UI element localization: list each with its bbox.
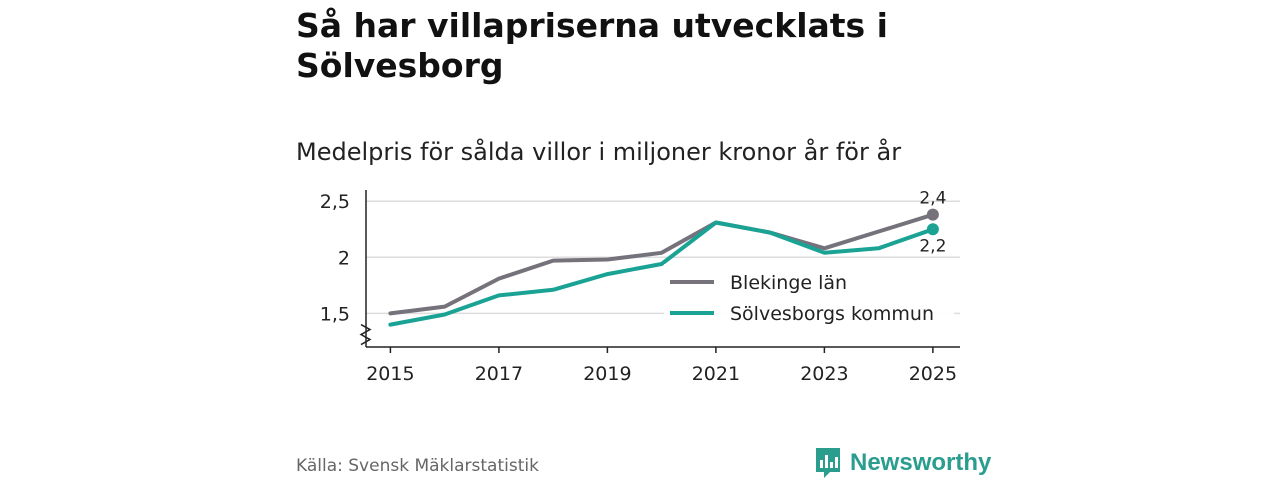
y-tick-label: 2: [338, 247, 350, 269]
legend-background: [664, 264, 954, 328]
chart-subtitle: Medelpris för sålda villor i miljoner kr…: [296, 138, 902, 166]
axis-break-icon: [359, 323, 372, 346]
y-tick-label: 2,5: [320, 191, 350, 213]
series-end-point-1: [926, 208, 939, 221]
legend-label: Sölvesborgs kommun: [730, 303, 934, 325]
series-line-1: [388, 212, 935, 316]
series-line-2: [388, 220, 935, 327]
end-value-label: 2,4: [919, 189, 946, 209]
y-tick-label: 1,5: [320, 303, 350, 325]
x-tick-label: 2019: [583, 363, 631, 385]
x-tick-label: 2025: [909, 363, 957, 385]
x-tick-label: 2023: [800, 363, 848, 385]
brand-logo: Newsworthy: [814, 446, 991, 480]
series-end-point-2: [926, 223, 939, 236]
line-chart: 1,5 2 2,5 2015 2017 2019 2021 2023 2025 Blekinge …: [320, 189, 960, 385]
brand-name: Newsworthy: [850, 449, 992, 476]
legend-label: Blekinge län: [730, 272, 847, 294]
source-note: Källa: Svensk Mäklarstatistik: [296, 456, 539, 476]
x-tick-label: 2017: [475, 363, 523, 385]
newsworthy-logo-icon: [816, 448, 840, 478]
x-tick-label: 2015: [366, 363, 414, 385]
end-value-label: 2,2: [919, 236, 946, 256]
chart-title: Så har villapriserna utvecklats i Sölves…: [296, 6, 888, 85]
x-tick-label: 2021: [692, 363, 740, 385]
